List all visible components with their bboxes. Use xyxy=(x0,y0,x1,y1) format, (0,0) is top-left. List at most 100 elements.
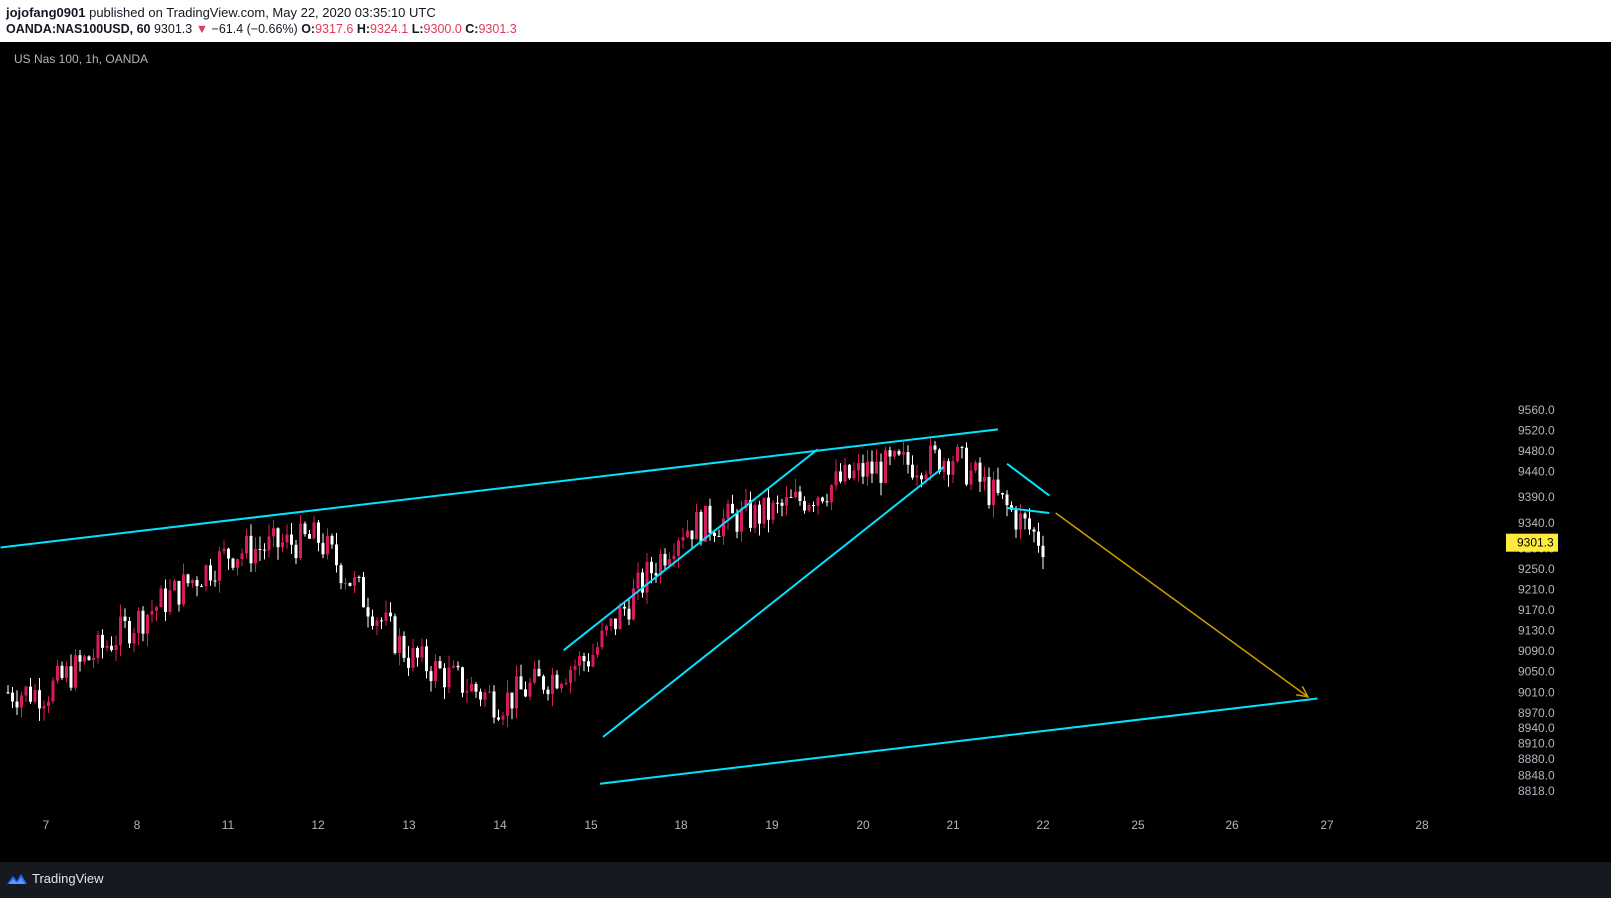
time-tick-label: 8 xyxy=(134,818,141,832)
candle-body xyxy=(569,669,572,683)
candle-body xyxy=(33,690,37,702)
candle-body xyxy=(789,496,793,498)
candle-body xyxy=(722,518,725,537)
candle-body xyxy=(987,476,991,506)
trendline xyxy=(563,448,819,651)
candle-body xyxy=(105,645,109,648)
candle-body xyxy=(902,452,905,455)
candle-body xyxy=(848,464,851,479)
candle-body xyxy=(366,607,370,617)
candle-body xyxy=(452,665,455,668)
close-label: C: xyxy=(465,22,479,36)
candle-body xyxy=(839,471,842,482)
candle-body xyxy=(542,676,545,690)
candle-body xyxy=(609,618,613,627)
candle-body xyxy=(312,522,316,539)
candle-body xyxy=(272,528,275,537)
candle-body xyxy=(879,461,883,483)
candle-body xyxy=(938,449,941,472)
candle-body xyxy=(794,491,797,498)
candle-body xyxy=(222,548,226,552)
price-tick-label: 8880.0 xyxy=(1518,752,1555,766)
candle-body xyxy=(177,580,181,605)
candle-body xyxy=(591,654,595,667)
candle-body xyxy=(461,667,464,693)
candle-body xyxy=(587,661,590,667)
price-tick-label: 9560.0 xyxy=(1518,403,1555,417)
symbol-name: OANDA:NAS100USD, 60 xyxy=(6,22,151,36)
publish-info: jojofang0901 published on TradingView.co… xyxy=(6,5,436,20)
high-value: 9324.1 xyxy=(370,22,409,36)
candle-body xyxy=(780,502,784,506)
price-tick-label: 9390.0 xyxy=(1518,490,1555,504)
candle-body xyxy=(834,471,838,486)
candle-body xyxy=(785,496,788,506)
candle-body xyxy=(42,705,46,709)
candle-body xyxy=(951,461,955,475)
candle-body xyxy=(573,665,577,670)
candle-body xyxy=(227,548,230,559)
candle-body xyxy=(488,691,491,693)
price-chart[interactable]: 9560.09520.09480.09440.09390.09340.09290… xyxy=(0,42,1611,862)
brand-name: TradingView xyxy=(32,871,104,886)
tradingview-brand[interactable]: TradingView xyxy=(6,871,104,886)
candle-body xyxy=(776,502,779,504)
candle-body xyxy=(564,682,568,685)
trendline xyxy=(1006,506,1050,515)
trendline xyxy=(602,466,945,738)
candle-body xyxy=(551,674,554,695)
trendline xyxy=(1006,462,1050,497)
chart-title: US Nas 100, 1h, OANDA xyxy=(14,52,149,66)
candle-body xyxy=(456,665,460,668)
candle-body xyxy=(636,572,640,589)
candle-body xyxy=(1023,513,1027,519)
candle-body xyxy=(173,580,176,591)
time-tick-label: 13 xyxy=(402,818,416,832)
candle-body xyxy=(168,590,172,612)
down-arrow-icon: ▼ xyxy=(195,22,209,36)
candle-body xyxy=(555,674,559,689)
candle-body xyxy=(1014,509,1018,530)
candle-body xyxy=(92,657,95,661)
candle-body xyxy=(933,445,937,450)
candle-body xyxy=(969,470,973,485)
candle-body xyxy=(942,461,946,472)
candle-body xyxy=(893,450,896,457)
candle-body xyxy=(560,684,563,689)
candle-body xyxy=(74,655,77,688)
candle-body xyxy=(398,635,401,654)
candle-body xyxy=(650,561,653,574)
candle-body xyxy=(632,588,635,620)
candle-body xyxy=(627,608,631,620)
candle-body xyxy=(812,505,815,507)
candle-body xyxy=(519,676,523,690)
candle-body xyxy=(483,692,487,700)
candle-body xyxy=(348,582,352,586)
candle-body xyxy=(231,558,235,568)
candle-body xyxy=(420,646,424,658)
candle-body xyxy=(546,689,550,695)
published-text: published on TradingView.com, May 22, 20… xyxy=(89,5,436,20)
candle-body xyxy=(605,626,608,631)
author-name[interactable]: jojofang0901 xyxy=(6,5,86,20)
candle-body xyxy=(317,522,320,543)
candle-body xyxy=(114,645,118,650)
candle-body xyxy=(533,668,536,683)
candle-body xyxy=(447,667,451,688)
candle-body xyxy=(623,606,626,609)
candle-body xyxy=(695,512,698,540)
candle-body xyxy=(83,656,86,662)
candle-body xyxy=(717,535,721,537)
candle-body xyxy=(249,535,253,564)
candle-body xyxy=(276,528,280,548)
chart-area[interactable]: 9560.09520.09480.09440.09390.09340.09290… xyxy=(0,42,1611,862)
candle-body xyxy=(758,504,761,524)
candle-body xyxy=(335,544,338,566)
candle-body xyxy=(416,647,419,658)
last-price-label: 9301.3 xyxy=(1517,536,1554,550)
candle-body xyxy=(686,530,689,537)
close-value: 9301.3 xyxy=(478,22,517,36)
candle-body xyxy=(38,690,41,709)
candle-body xyxy=(200,586,203,588)
candle-body xyxy=(492,691,496,718)
